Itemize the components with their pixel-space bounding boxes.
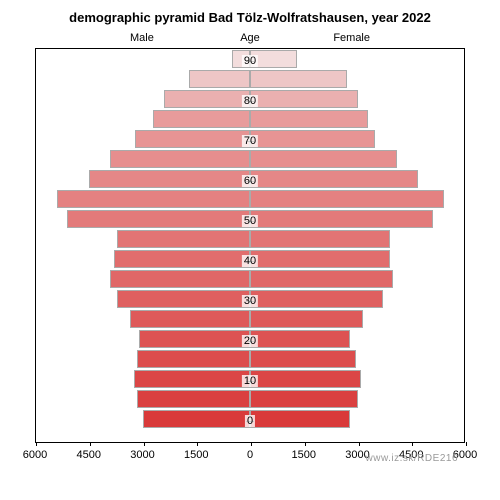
male-bar — [89, 170, 250, 188]
female-bar — [250, 410, 350, 428]
male-bar — [143, 410, 251, 428]
female-bar — [250, 130, 375, 148]
female-label: Female — [333, 32, 370, 44]
male-bar — [134, 370, 250, 388]
female-bar — [250, 250, 390, 268]
male-bar — [114, 250, 250, 268]
female-bar — [250, 290, 383, 308]
watermark-text: www.iz.sk/RDE216 — [366, 453, 458, 464]
male-bar — [117, 230, 250, 248]
x-tick-label: 4500 — [77, 449, 101, 461]
x-tick-mark — [90, 442, 91, 446]
female-bar — [250, 230, 390, 248]
male-bar — [110, 270, 250, 288]
female-bar — [250, 110, 368, 128]
x-tick-label: 6000 — [23, 449, 47, 461]
y-tick-label: 40 — [242, 255, 258, 267]
x-tick-label: 1500 — [184, 449, 208, 461]
y-tick-label: 80 — [242, 95, 258, 107]
age-label: Age — [240, 32, 260, 44]
female-bar — [250, 310, 363, 328]
female-bar — [250, 330, 350, 348]
female-bar — [250, 90, 358, 108]
x-tick-mark — [144, 442, 145, 446]
x-tick-label: 3000 — [130, 449, 154, 461]
y-tick-label: 30 — [242, 295, 258, 307]
male-bar — [57, 190, 251, 208]
female-bar — [250, 170, 418, 188]
plot-area: 0 10 20 30 40 50 60 70 80 90 — [35, 48, 465, 443]
female-bar — [250, 70, 347, 88]
male-bar — [117, 290, 250, 308]
female-bar — [250, 150, 397, 168]
y-tick-label: 20 — [242, 335, 258, 347]
female-bar — [250, 390, 358, 408]
x-tick-mark — [305, 442, 306, 446]
x-tick-mark — [197, 442, 198, 446]
female-bar — [250, 190, 444, 208]
x-tick-mark — [36, 442, 37, 446]
male-bar — [164, 90, 250, 108]
y-tick-label: 10 — [242, 375, 258, 387]
y-tick-label: 70 — [242, 135, 258, 147]
y-tick-label: 0 — [245, 415, 255, 427]
male-label: Male — [130, 32, 154, 44]
female-bar — [250, 270, 393, 288]
male-bar — [110, 150, 250, 168]
male-bar — [153, 110, 250, 128]
male-bar — [189, 70, 250, 88]
pyramid-chart: demographic pyramid Bad Tölz-Wolfratshau… — [0, 0, 500, 500]
chart-title: demographic pyramid Bad Tölz-Wolfratshau… — [69, 10, 431, 25]
male-bar — [130, 310, 250, 328]
x-tick-mark — [251, 442, 252, 446]
x-tick-label: 0 — [247, 449, 253, 461]
x-tick-mark — [412, 442, 413, 446]
x-tick-mark — [359, 442, 360, 446]
y-tick-label: 60 — [242, 175, 258, 187]
female-bar — [250, 210, 433, 228]
y-tick-label: 50 — [242, 215, 258, 227]
x-tick-mark — [466, 442, 467, 446]
male-bar — [137, 350, 250, 368]
male-bar — [137, 390, 250, 408]
x-tick-label: 1500 — [292, 449, 316, 461]
y-tick-label: 90 — [242, 55, 258, 67]
female-bar — [250, 370, 361, 388]
male-bar — [135, 130, 250, 148]
male-bar — [67, 210, 250, 228]
female-bar — [250, 350, 356, 368]
male-bar — [139, 330, 250, 348]
